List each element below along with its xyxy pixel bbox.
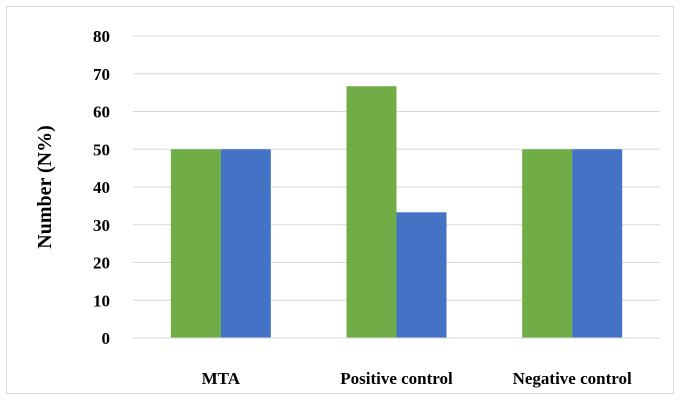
category-label: MTA (202, 369, 241, 388)
y-tick-label: 30 (93, 216, 110, 235)
category-label: Negative control (513, 369, 632, 388)
y-tick-label: 60 (93, 103, 110, 122)
bars-group (170, 86, 623, 339)
y-axis-title: Number (N%) (34, 125, 56, 249)
bar (522, 149, 573, 338)
y-tick-labels: 0 10 20 30 40 50 60 70 80 (93, 27, 110, 348)
y-tick-label: 20 (93, 254, 110, 273)
y-tick-label: 10 (93, 291, 110, 310)
bar (346, 86, 397, 339)
y-tick-label: 50 (93, 140, 110, 159)
y-tick-label: 80 (93, 27, 110, 46)
category-label: Positive control (340, 369, 453, 388)
y-tick-label: 70 (93, 65, 110, 84)
bar (572, 149, 623, 338)
y-tick-label: 0 (102, 329, 111, 348)
bar (220, 149, 271, 338)
category-labels: MTA Positive control Negative control (202, 369, 632, 388)
bar (170, 149, 221, 338)
bar (396, 212, 447, 338)
y-tick-label: 40 (93, 178, 110, 197)
